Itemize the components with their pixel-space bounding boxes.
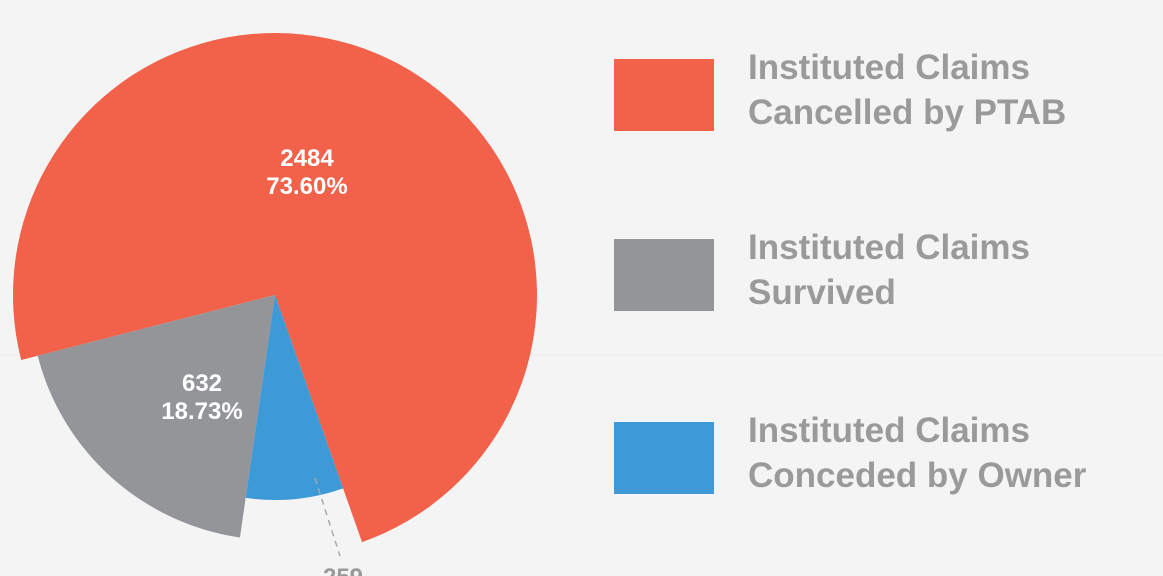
value-label: 632 — [182, 370, 222, 397]
legend-item: Instituted Claims Conceded by Owner — [614, 411, 1163, 498]
legend-swatch — [614, 239, 714, 311]
value-label: 259 — [323, 564, 363, 576]
legend-swatch — [614, 422, 714, 494]
value-label: 2484 — [280, 145, 334, 172]
leader-line — [314, 477, 341, 557]
legend-label: Instituted Claims Survived — [748, 228, 1030, 312]
legend-item: Instituted Claims Survived — [614, 228, 1163, 315]
percent-label: 73.60% — [266, 173, 347, 200]
pie-slice — [12, 32, 538, 543]
legend-swatch — [614, 59, 714, 131]
pie-slice — [37, 295, 275, 538]
pie-slice — [245, 295, 344, 500]
percent-label: 18.73% — [161, 398, 242, 425]
legend-item: Instituted Claims Cancelled by PTAB — [614, 48, 1163, 135]
legend-label: Instituted Claims Cancelled by PTAB — [748, 48, 1067, 132]
legend-label: Instituted Claims Conceded by Owner — [748, 411, 1087, 495]
